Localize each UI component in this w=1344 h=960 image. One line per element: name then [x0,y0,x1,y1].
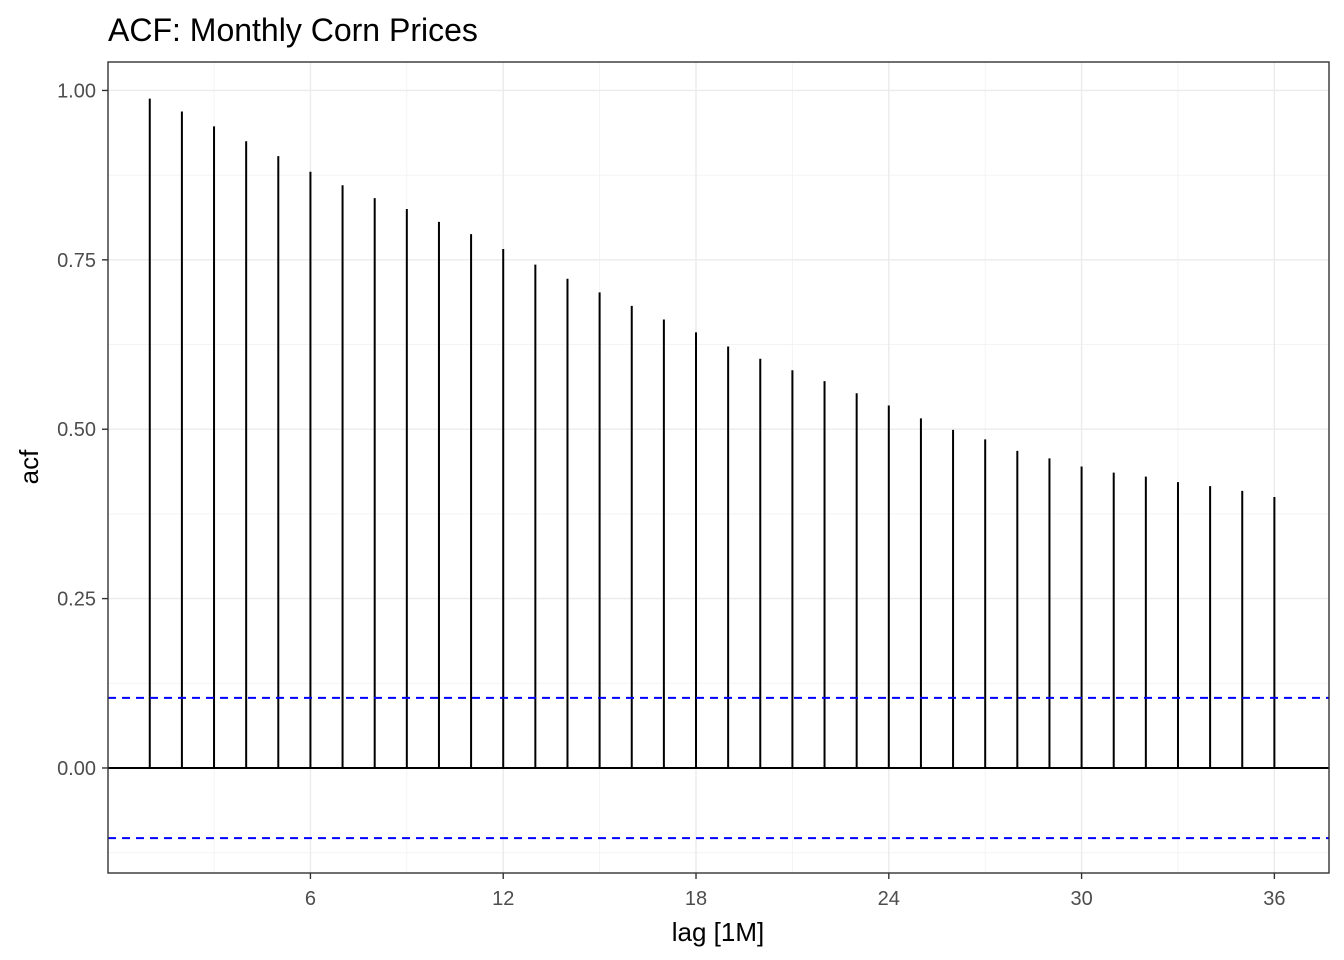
y-axis-title: acf [14,449,44,484]
x-tick-label: 18 [685,888,707,910]
x-tick-label: 36 [1263,888,1285,910]
chart-marks [108,98,1329,840]
x-tick-label: 24 [878,888,900,910]
panel-border [107,61,1330,874]
chart-title: ACF: Monthly Corn Prices [108,12,478,48]
axes: 0.00 0.25 0.50 0.75 1.00 6 12 18 24 30 36 [57,61,1330,910]
y-tick-label: 0.25 [57,589,96,611]
x-axis-title: lag [1M] [672,917,765,947]
y-tick-label: 0.00 [57,758,96,780]
x-tick-label: 30 [1070,888,1092,910]
x-tick-label: 12 [492,888,514,910]
y-tick-label: 0.75 [57,250,96,272]
y-tick-label: 1.00 [57,80,96,102]
plot-panel [108,62,1329,873]
y-tick-label: 0.50 [57,419,96,441]
x-tick-label: 6 [305,888,316,910]
